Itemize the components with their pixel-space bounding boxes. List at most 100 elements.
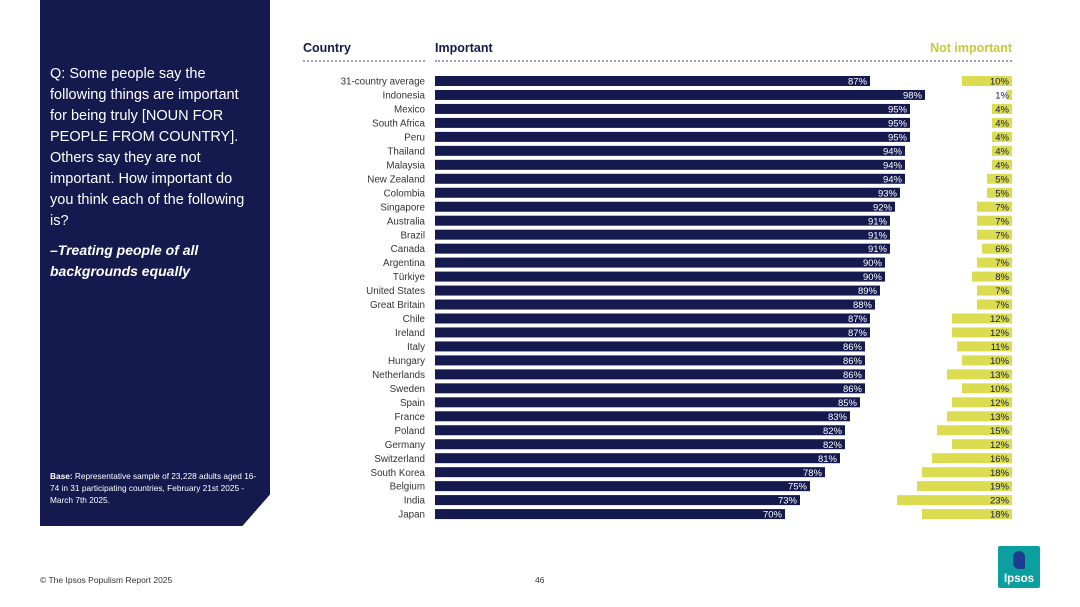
statement-text: –Treating people of all backgrounds equa…: [50, 242, 199, 279]
country-label: Ireland: [395, 328, 425, 339]
not-important-value-label: 7%: [995, 258, 1009, 269]
country-label: Peru: [404, 132, 425, 143]
question-panel: Q: Some people say the following things …: [40, 0, 270, 526]
country-label: United States: [366, 286, 425, 297]
country-label: New Zealand: [367, 174, 425, 185]
country-label: Thailand: [387, 146, 425, 157]
important-bar: [435, 103, 910, 114]
important-value-label: 94%: [883, 174, 903, 185]
logo-text: Ipsos: [1003, 573, 1035, 585]
not-important-value-label: 1%: [995, 91, 1009, 102]
not-important-value-label: 12%: [990, 328, 1010, 339]
important-bar: [435, 187, 900, 198]
important-bar: [435, 495, 800, 506]
important-bar: [435, 509, 785, 520]
important-value-label: 86%: [843, 356, 863, 367]
important-value-label: 70%: [763, 510, 783, 521]
important-bar: [435, 411, 850, 422]
important-value-label: 86%: [843, 342, 863, 353]
country-label: Mexico: [394, 105, 426, 116]
not-important-bar: [952, 397, 1012, 408]
country-label: South Korea: [371, 468, 426, 479]
country-label: South Africa: [372, 119, 425, 130]
country-header-rule: [303, 60, 425, 62]
important-bar: [435, 215, 890, 226]
not-important-value-label: 11%: [991, 342, 1010, 353]
important-bar: [435, 299, 875, 310]
not-important-bar: [977, 257, 1012, 268]
not-important-bar: [962, 383, 1012, 394]
not-important-bar: [992, 117, 1012, 128]
page-number: 46: [535, 575, 545, 585]
not-important-value-label: 7%: [995, 202, 1009, 213]
not-important-value-label: 18%: [990, 468, 1010, 479]
not-important-bar: [962, 355, 1012, 366]
country-label: Indonesia: [383, 91, 426, 102]
not-important-bar: [977, 201, 1012, 212]
not-important-bar: [977, 299, 1012, 310]
important-bar: [435, 439, 845, 450]
not-important-bar: [992, 159, 1012, 170]
not-important-bar: [947, 369, 1012, 380]
country-label: Italy: [407, 342, 425, 353]
important-bar: [435, 229, 890, 240]
important-value-label: 94%: [883, 146, 903, 157]
important-bar: [435, 467, 825, 478]
important-bar: [435, 355, 865, 366]
country-label: France: [395, 412, 426, 423]
not-important-value-label: 12%: [990, 398, 1010, 409]
important-bar: [435, 131, 910, 142]
important-bar: [435, 341, 865, 352]
country-label: Japan: [398, 510, 425, 521]
not-important-bar: [977, 285, 1012, 296]
not-important-bar: [972, 271, 1012, 282]
not-important-value-label: 13%: [990, 412, 1010, 423]
country-label: Malaysia: [386, 160, 425, 171]
important-value-label: 90%: [863, 258, 883, 269]
important-value-label: 78%: [803, 468, 823, 479]
not-important-bar: [962, 76, 1012, 86]
not-important-value-label: 7%: [995, 230, 1009, 241]
not-important-value-label: 23%: [990, 496, 1010, 507]
not-important-value-label: 4%: [995, 160, 1009, 171]
base-note: Base: Representative sample of 23,228 ad…: [50, 470, 260, 506]
not-important-value-label: 7%: [995, 300, 1009, 311]
not-important-value-label: 18%: [990, 510, 1010, 521]
important-bar: [435, 313, 870, 324]
not-important-value-label: 7%: [995, 216, 1009, 227]
country-label: Singapore: [380, 202, 425, 213]
not-important-bar: [987, 173, 1012, 184]
important-bar: [435, 145, 905, 156]
important-value-label: 87%: [848, 314, 868, 325]
not-important-bar: [957, 341, 1012, 352]
not-important-value-label: 19%: [990, 482, 1010, 493]
not-important-value-label: 15%: [990, 426, 1010, 437]
not-important-value-label: 16%: [990, 454, 1010, 465]
logo-mark-icon: [1013, 551, 1025, 569]
copyright-footer: © The Ipsos Populism Report 2025: [40, 575, 173, 585]
not-important-value-label: 10%: [990, 77, 1010, 88]
not-important-bar: [952, 313, 1012, 324]
country-label: Sweden: [390, 384, 425, 395]
not-important-value-label: 12%: [990, 440, 1010, 451]
important-value-label: 87%: [848, 77, 868, 88]
country-label: Great Britain: [370, 300, 425, 311]
not-important-bar: [897, 495, 1012, 506]
not-important-bar: [992, 145, 1012, 156]
country-label: Poland: [394, 426, 425, 437]
country-label: Türkiye: [393, 272, 426, 283]
important-bar: [435, 89, 925, 100]
important-value-label: 83%: [828, 412, 848, 423]
important-bar: [435, 271, 885, 282]
important-bar: [435, 201, 895, 212]
important-value-label: 81%: [818, 454, 838, 465]
important-value-label: 82%: [823, 440, 843, 451]
country-label: Spain: [400, 398, 425, 409]
important-bar: [435, 425, 845, 436]
country-label: Argentina: [383, 258, 425, 269]
not-important-bar: [922, 509, 1012, 520]
not-important-value-label: 4%: [995, 132, 1009, 143]
important-value-label: 94%: [883, 160, 903, 171]
important-bar: [435, 173, 905, 184]
not-important-value-label: 5%: [995, 174, 1009, 185]
